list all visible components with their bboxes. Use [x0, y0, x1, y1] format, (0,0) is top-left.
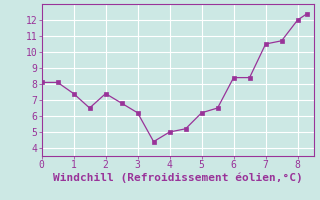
X-axis label: Windchill (Refroidissement éolien,°C): Windchill (Refroidissement éolien,°C): [53, 173, 302, 183]
